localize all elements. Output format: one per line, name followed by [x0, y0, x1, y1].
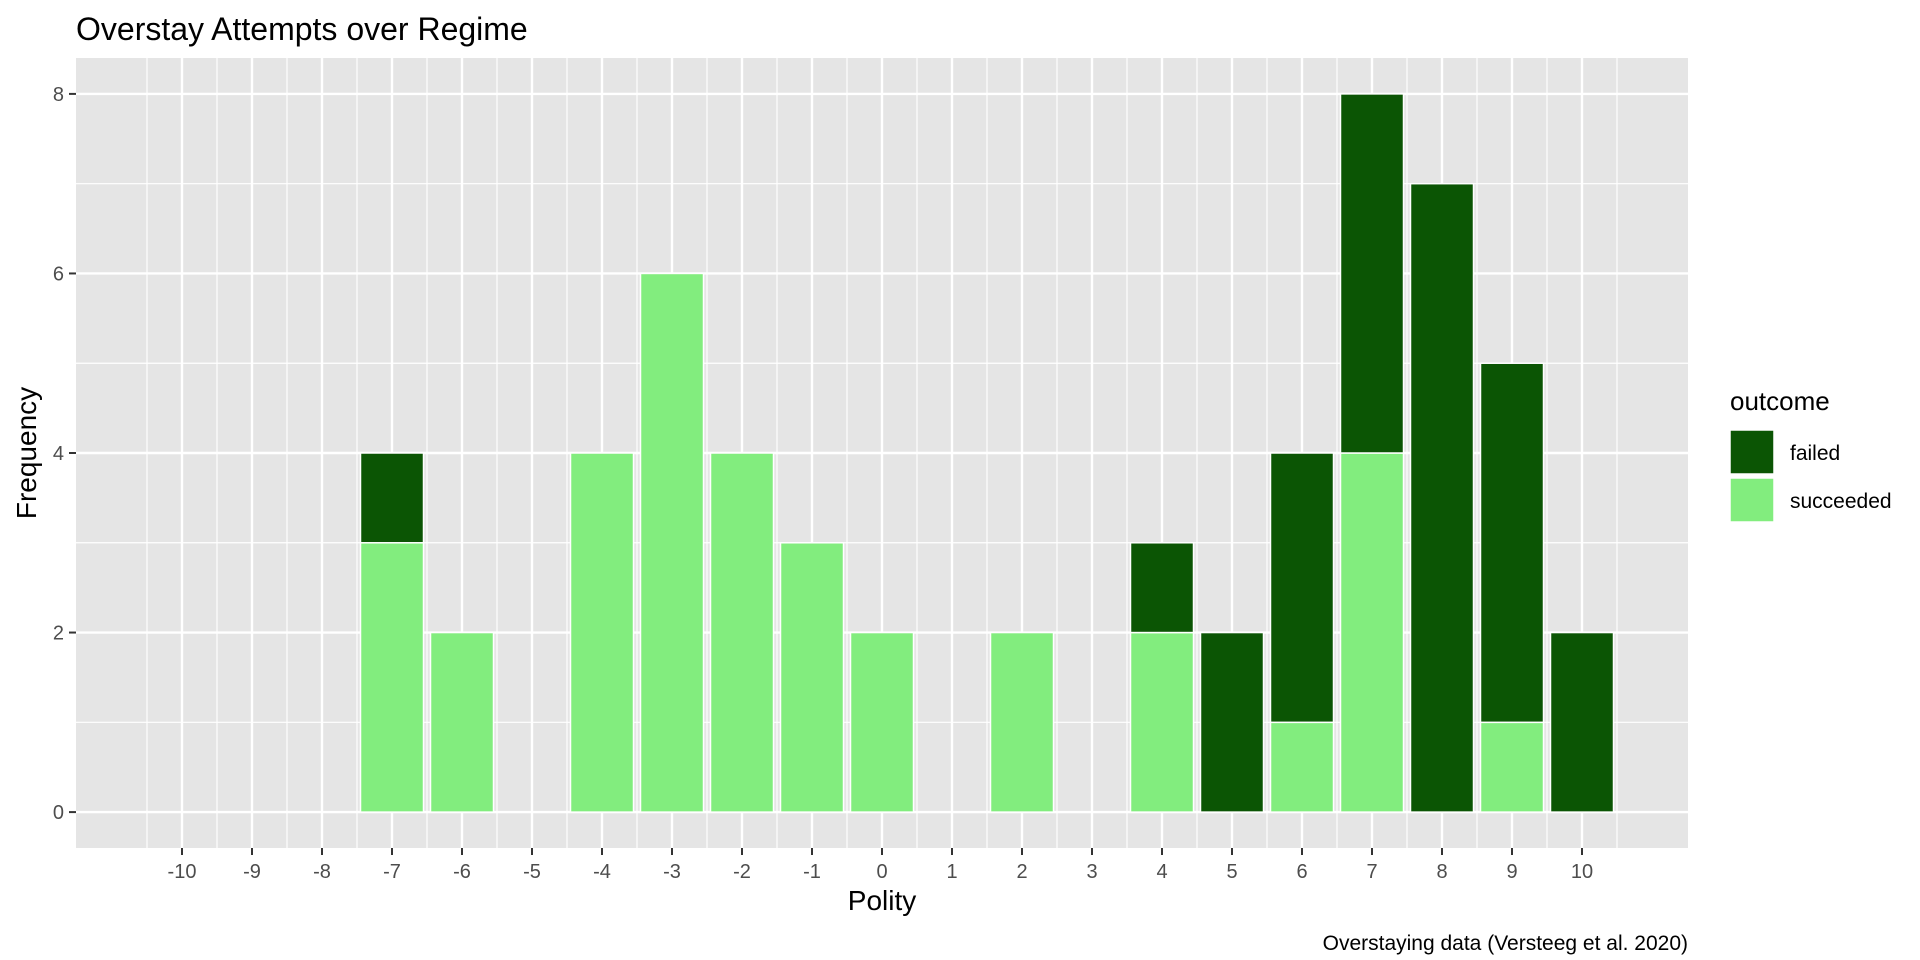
- bar-succeeded--6: [429, 631, 495, 813]
- x-tick-label: -7: [383, 861, 401, 883]
- bars: [359, 93, 1615, 813]
- x-tick-label: -6: [453, 861, 471, 883]
- x-tick-label: 9: [1506, 861, 1517, 883]
- x-tick-label: -5: [523, 861, 541, 883]
- legend: outcome failed succeeded: [1729, 386, 1892, 523]
- bar-succeeded-4: [1129, 631, 1195, 813]
- bar-succeeded-7: [1339, 452, 1405, 813]
- x-tick-label: 5: [1226, 861, 1237, 883]
- x-tick-label: 4: [1156, 861, 1167, 883]
- y-axis-title: Frequency: [11, 387, 42, 519]
- bar-failed-9: [1479, 362, 1545, 724]
- x-axis-title: Polity: [848, 885, 916, 916]
- legend-title: outcome: [1730, 386, 1830, 416]
- x-tick-label: 2: [1016, 861, 1027, 883]
- bar-failed-7: [1339, 93, 1405, 454]
- bar-succeeded--1: [779, 542, 845, 813]
- x-tick-label: -1: [803, 861, 821, 883]
- x-tick-label: 7: [1366, 861, 1377, 883]
- bar-succeeded--2: [709, 452, 775, 813]
- bar-succeeded-9: [1479, 721, 1545, 813]
- bar-succeeded--3: [639, 272, 705, 813]
- caption: Overstaying data (Versteeg et al. 2020): [1323, 932, 1688, 955]
- x-tick-label: 1: [946, 861, 957, 883]
- x-tick-label: 6: [1296, 861, 1307, 883]
- x-tick-label: 10: [1571, 861, 1593, 883]
- x-tick-label: -8: [313, 861, 331, 883]
- x-tick-label: -2: [733, 861, 751, 883]
- legend-key-failed: [1729, 429, 1775, 475]
- x-axis: -10 -9 -8 -7 -6 -5 -4 -3 -2 -1 0 1 2 3 4 5 6 7 8 9 10: [168, 848, 1593, 883]
- x-tick-label: 0: [876, 861, 887, 883]
- x-tick-label: -3: [663, 861, 681, 883]
- bar-succeeded-2: [989, 631, 1055, 813]
- x-tick-label: -10: [168, 861, 197, 883]
- legend-label-succeeded: succeeded: [1790, 490, 1892, 513]
- bar-failed-5: [1199, 631, 1265, 813]
- bar-failed-8: [1409, 182, 1475, 813]
- x-tick-label: -9: [243, 861, 261, 883]
- y-tick-label: 4: [53, 443, 64, 465]
- x-tick-label: 8: [1436, 861, 1447, 883]
- bar-succeeded-0: [849, 631, 915, 813]
- legend-label-failed: failed: [1790, 442, 1840, 465]
- bar-failed-4: [1129, 542, 1195, 634]
- bar-succeeded-6: [1269, 721, 1335, 813]
- legend-key-succeeded: [1729, 477, 1775, 523]
- y-tick-label: 0: [53, 802, 64, 824]
- y-tick-label: 8: [53, 84, 64, 106]
- y-tick-label: 2: [53, 623, 64, 645]
- chart-title: Overstay Attempts over Regime: [76, 11, 528, 47]
- y-axis: 0 2 4 6 8: [53, 84, 76, 824]
- bar-succeeded--7: [359, 542, 425, 813]
- bar-succeeded--4: [569, 452, 635, 813]
- y-tick-label: 6: [53, 263, 64, 285]
- bar-failed-10: [1549, 631, 1615, 813]
- x-tick-label: -4: [593, 861, 611, 883]
- x-tick-label: 3: [1086, 861, 1097, 883]
- bar-failed--7: [359, 452, 425, 544]
- bar-failed-6: [1269, 452, 1335, 724]
